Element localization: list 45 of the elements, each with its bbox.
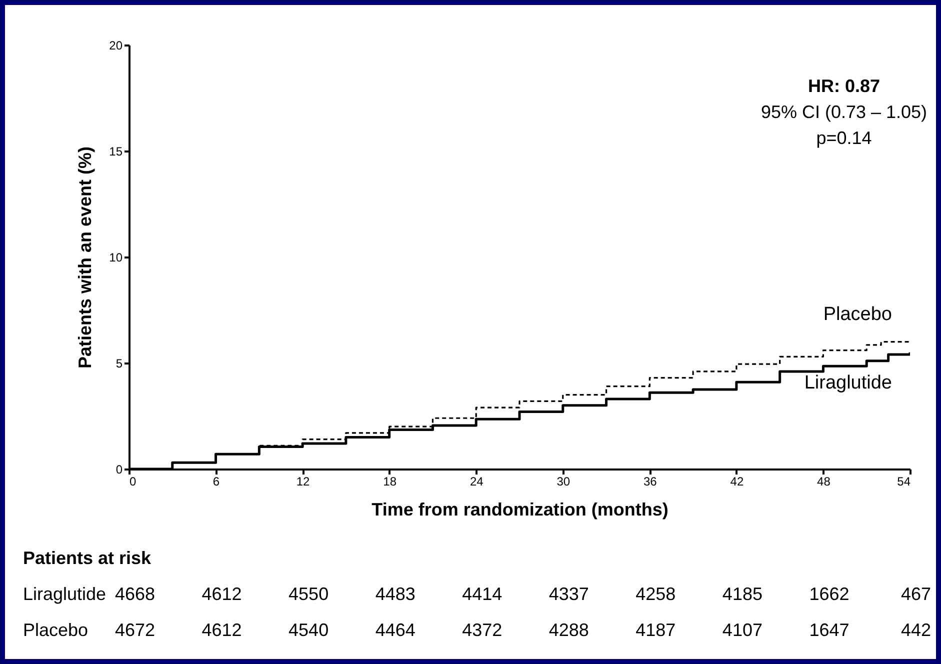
text: Patients at risk <box>23 548 152 568</box>
text: Placebo <box>23 620 88 640</box>
text: 4372 <box>462 620 502 640</box>
x-tick-label: 0 <box>130 474 136 488</box>
text: 4288 <box>548 620 589 640</box>
annotation: 95% CI (0.73 – 1.05) <box>760 102 928 122</box>
x-tick-label: 18 <box>383 474 397 488</box>
x-tick-label: 42 <box>730 474 744 488</box>
y-tick-label: 10 <box>109 250 123 264</box>
x-tick-label: 6 <box>212 474 220 488</box>
text: 4540 <box>288 620 329 640</box>
x-tick-label: 48 <box>817 474 831 488</box>
text: 4483 <box>375 584 416 604</box>
text: 4185 <box>722 584 762 604</box>
text: 4337 <box>548 584 589 604</box>
text: 4464 <box>375 620 416 640</box>
text: 4550 <box>288 584 329 604</box>
x-axis-title: Time from randomization (months) <box>372 500 668 520</box>
text: 4612 <box>202 620 242 640</box>
text: 442 <box>900 620 932 640</box>
x-tick-label: 24 <box>470 474 484 488</box>
text: 4414 <box>462 584 502 604</box>
text: Liraglutide <box>23 584 106 604</box>
text: 4612 <box>202 584 242 604</box>
text: 1647 <box>809 620 850 640</box>
y-axis-title: Patients with an event (%) <box>75 146 96 369</box>
text: 4187 <box>636 620 676 640</box>
annotation: HR: 0.87 <box>808 76 880 96</box>
series-label: Placebo <box>823 304 892 325</box>
x-tick-label: 12 <box>296 474 310 488</box>
text: 1662 <box>809 584 850 604</box>
x-tick-label: 30 <box>556 474 570 488</box>
y-tick-label: 15 <box>109 144 123 158</box>
y-tick-label: 0 <box>116 462 123 476</box>
text: 4258 <box>636 584 676 604</box>
series-label: Liraglutide <box>804 372 892 394</box>
text: 4668 <box>114 584 156 604</box>
x-tick-label: 36 <box>643 474 658 488</box>
text: 4672 <box>114 620 156 640</box>
annotation: p=0.14 <box>816 128 872 148</box>
y-tick-label: 5 <box>116 356 123 370</box>
x-tick-label: 54 <box>897 474 911 488</box>
y-tick-label: 20 <box>109 38 123 52</box>
text: 467 <box>900 584 932 604</box>
text: 4107 <box>722 620 762 640</box>
